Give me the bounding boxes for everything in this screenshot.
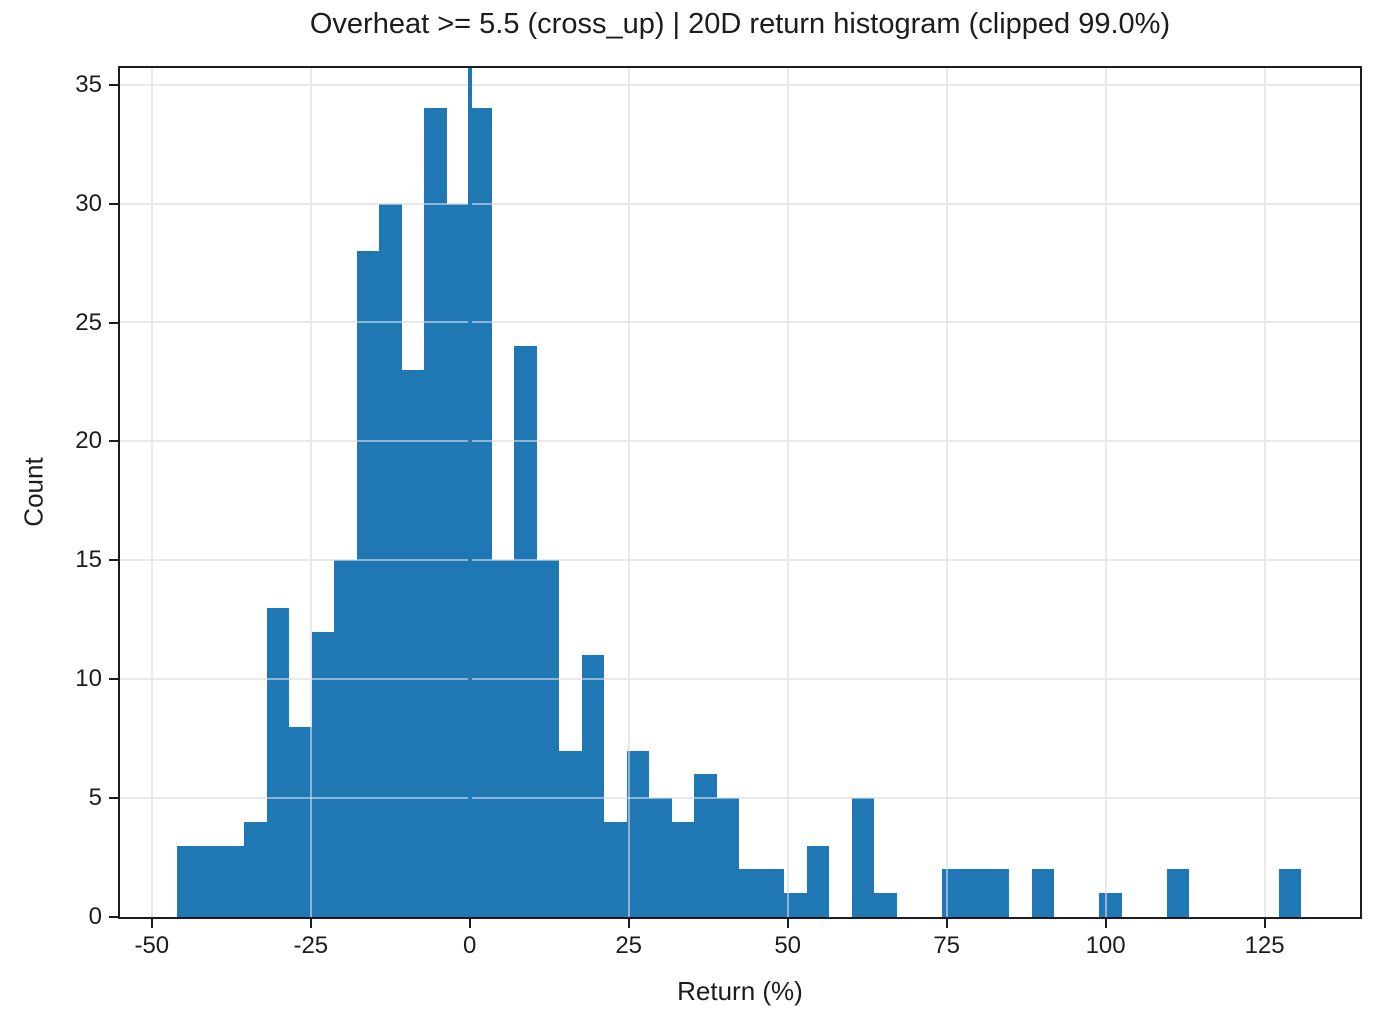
- histogram-bar: [311, 631, 335, 917]
- y-tick: [109, 321, 118, 324]
- y-tick: [109, 440, 118, 443]
- v-gridline-over: [309, 68, 312, 917]
- x-tick-label: -50: [134, 932, 170, 959]
- h-gridline-over: [120, 678, 1360, 681]
- y-tick: [109, 202, 118, 205]
- histogram-bar: [739, 869, 762, 917]
- y-tick-label: 20: [75, 427, 102, 455]
- histogram-bar: [761, 869, 785, 917]
- histogram-bar: [851, 798, 875, 917]
- x-tick: [786, 919, 789, 928]
- histogram-bar: [491, 560, 515, 917]
- histogram-bar: [266, 607, 290, 917]
- grid-over-layer: [120, 68, 1360, 917]
- v-gridline-over: [1263, 68, 1266, 917]
- y-tick: [109, 559, 118, 562]
- h-gridline-over: [120, 202, 1360, 205]
- histogram-bar: [1031, 869, 1054, 917]
- x-tick: [945, 919, 948, 928]
- x-tick: [1263, 919, 1266, 928]
- x-tick-label: 75: [933, 932, 961, 959]
- histogram-bar: [604, 821, 627, 917]
- y-tick-label: 5: [88, 784, 102, 812]
- histogram-bar: [671, 821, 695, 917]
- histogram-bar: [334, 560, 357, 917]
- histogram-bar: [469, 108, 492, 917]
- h-gridline-over: [120, 797, 1360, 800]
- x-tick-label: -25: [293, 932, 329, 959]
- histogram-bar: [874, 893, 897, 917]
- y-tick-label: 35: [75, 70, 102, 98]
- plot-area: [118, 66, 1362, 919]
- histogram-bar: [964, 869, 987, 917]
- histogram-bar: [559, 750, 582, 917]
- x-tick: [1104, 919, 1107, 928]
- histogram-bar: [986, 869, 1009, 917]
- x-tick: [627, 919, 630, 928]
- histogram-bar: [1279, 869, 1302, 917]
- histogram-bar: [784, 893, 807, 917]
- h-gridline-over: [120, 559, 1360, 562]
- h-gridline-over: [120, 440, 1360, 443]
- histogram-bar: [806, 845, 830, 917]
- histogram-bar: [626, 750, 650, 917]
- y-tick-label: 0: [88, 903, 102, 930]
- y-tick-label: 10: [75, 665, 102, 693]
- histogram-bar: [244, 821, 267, 917]
- x-tick: [468, 919, 471, 928]
- histogram-bar: [289, 726, 312, 917]
- histogram-bar: [649, 798, 672, 917]
- bars-layer: [120, 68, 1360, 917]
- histogram-bar: [716, 798, 740, 917]
- histogram-bar: [176, 845, 200, 917]
- y-tick: [109, 678, 118, 681]
- y-tick-label: 25: [75, 308, 102, 336]
- v-gridline-over: [627, 68, 630, 917]
- y-tick: [109, 797, 118, 800]
- x-tick-label: 50: [774, 932, 802, 959]
- histogram-bar: [199, 845, 222, 917]
- chart-title: Overheat >= 5.5 (cross_up) | 20D return …: [309, 8, 1171, 40]
- x-tick-label: 25: [615, 932, 643, 959]
- histogram-bar: [1166, 869, 1189, 917]
- x-tick-label: 100: [1085, 932, 1126, 959]
- v-gridline-over: [1104, 68, 1107, 917]
- histogram-bar: [221, 845, 245, 917]
- y-tick-label: 15: [75, 546, 102, 574]
- x-tick: [150, 919, 153, 928]
- v-gridline-over: [945, 68, 948, 917]
- y-tick: [109, 83, 118, 86]
- histogram-bar: [514, 346, 537, 917]
- zero-vline: [467, 68, 472, 917]
- x-tick-label: 0: [463, 932, 477, 959]
- histogram-bar: [536, 560, 560, 917]
- histogram-bar: [424, 108, 447, 917]
- y-tick: [109, 916, 118, 918]
- y-axis-label: Count: [18, 457, 49, 527]
- histogram-bar: [356, 251, 380, 917]
- x-tick-label: 125: [1244, 932, 1285, 959]
- h-gridline-over: [120, 321, 1360, 324]
- histogram-bar: [581, 655, 605, 917]
- x-tick: [309, 919, 312, 928]
- v-gridline-over: [786, 68, 789, 917]
- v-gridline-over: [150, 68, 153, 917]
- y-tick-label: 30: [75, 189, 102, 217]
- x-axis-label: Return (%): [677, 976, 803, 1006]
- h-gridline-over: [120, 83, 1360, 86]
- histogram-bar: [401, 370, 425, 917]
- histogram-bar: [694, 774, 717, 917]
